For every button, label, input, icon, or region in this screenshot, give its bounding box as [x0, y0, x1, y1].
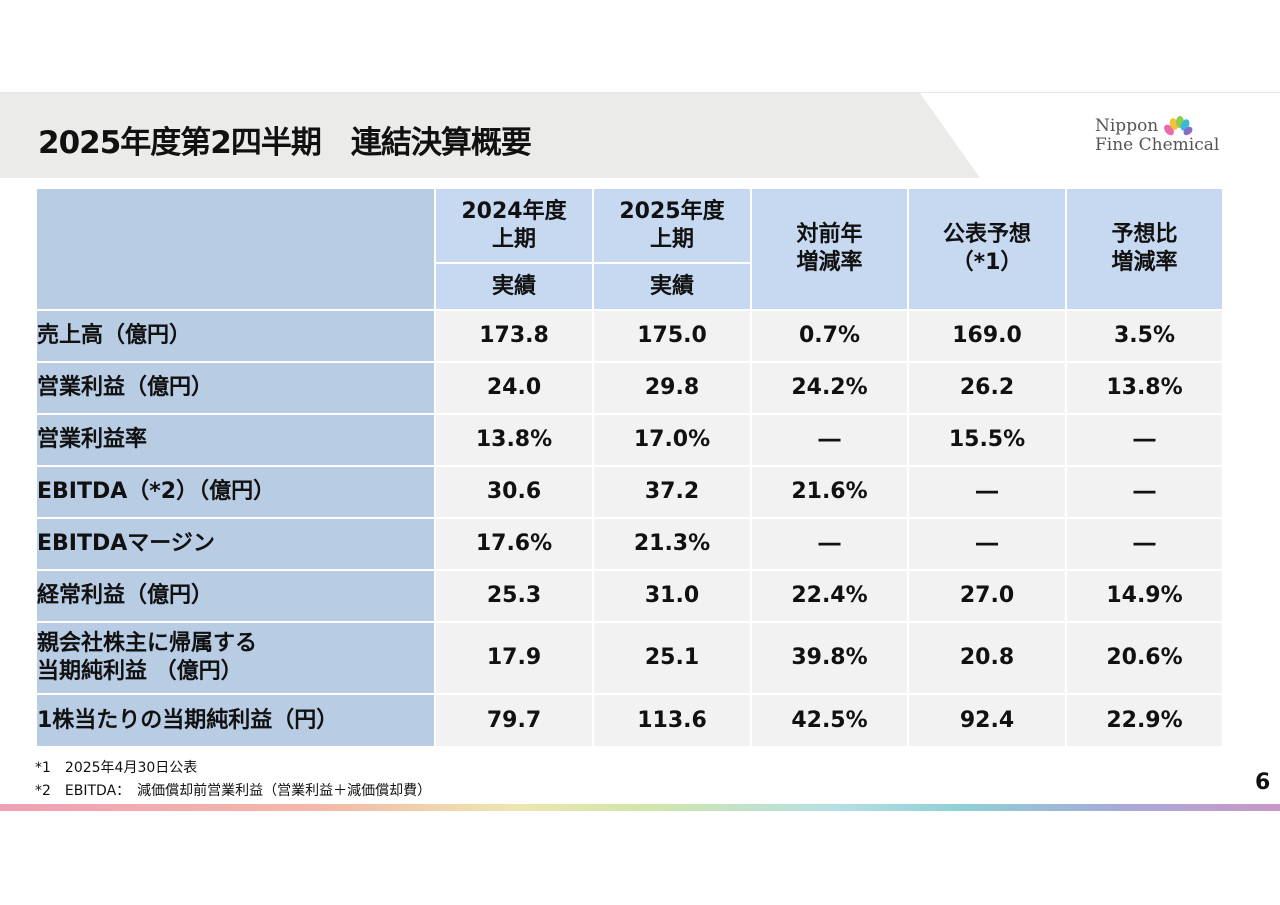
- table-cell: ―: [752, 519, 907, 569]
- table-cell: 30.6: [436, 467, 592, 517]
- row-label: EBITDAマージン: [37, 519, 434, 569]
- table-cell: 13.8%: [1067, 363, 1222, 413]
- table-cell: 113.6: [594, 695, 750, 746]
- table-cell: 79.7: [436, 695, 592, 746]
- summary-table: 2024年度 上期 実績 2025年度 上期 実績 対前年 増減率 公表予想 （*1） 予想…: [37, 189, 1222, 746]
- company-logo: Nippon Fine Chemical: [1095, 116, 1220, 155]
- table-cell: 24.2%: [752, 363, 907, 413]
- table-cell: 39.8%: [752, 623, 907, 693]
- table-cell: 24.0: [436, 363, 592, 413]
- table-cell: 25.1: [594, 623, 750, 693]
- title-bar: [0, 93, 980, 178]
- table-cell: 26.2: [909, 363, 1065, 413]
- row-label: 営業利益（億円）: [37, 363, 434, 413]
- row-label: 親会社株主に帰属する 当期純利益 （億円）: [37, 623, 434, 693]
- logo-mark-icon: [1164, 116, 1193, 136]
- table-cell: 29.8: [594, 363, 750, 413]
- row-label: 1株当たりの当期純利益（円）: [37, 695, 434, 746]
- table-cell: ―: [752, 415, 907, 465]
- column-header: 予想比 増減率: [1067, 189, 1222, 309]
- table-cell: 37.2: [594, 467, 750, 517]
- table-cell: 3.5%: [1067, 311, 1222, 361]
- column-subheader: 実績: [436, 264, 592, 309]
- table-cell: 15.5%: [909, 415, 1065, 465]
- table-cell: 17.0%: [594, 415, 750, 465]
- table-cell: 42.5%: [752, 695, 907, 746]
- row-label: 売上高（億円）: [37, 311, 434, 361]
- table-cell: 175.0: [594, 311, 750, 361]
- table-cell: 173.8: [436, 311, 592, 361]
- column-header: 対前年 増減率: [752, 189, 907, 309]
- table-cell: 169.0: [909, 311, 1065, 361]
- footer-gradient-bar: [0, 804, 1280, 811]
- row-label: 経常利益（億円）: [37, 571, 434, 621]
- row-label: EBITDA（*2）（億円）: [37, 467, 434, 517]
- column-header: 2025年度 上期: [594, 189, 750, 262]
- column-header: 公表予想 （*1）: [909, 189, 1065, 309]
- table-cell: 31.0: [594, 571, 750, 621]
- table-cell: 27.0: [909, 571, 1065, 621]
- table-cell: 92.4: [909, 695, 1065, 746]
- table-cell: 22.9%: [1067, 695, 1222, 746]
- table-cell: ―: [1067, 519, 1222, 569]
- table-cell: 20.8: [909, 623, 1065, 693]
- footnote-1: *1 2025年4月30日公表: [35, 760, 198, 776]
- footnote-2: *2 EBITDA： 減価償却前営業利益（営業利益＋減価償却費）: [35, 783, 432, 799]
- column-header: 2024年度 上期: [436, 189, 592, 262]
- header-corner-cell: [37, 189, 434, 309]
- table-cell: ―: [1067, 467, 1222, 517]
- row-label: 営業利益率: [37, 415, 434, 465]
- page-number: 6: [1255, 770, 1271, 795]
- table-cell: 22.4%: [752, 571, 907, 621]
- page-title: 2025年度第2四半期 連結決算概要: [38, 125, 532, 161]
- divider: [0, 92, 1280, 93]
- table-cell: ―: [1067, 415, 1222, 465]
- table-cell: 17.9: [436, 623, 592, 693]
- table-cell: ―: [909, 519, 1065, 569]
- table-cell: 0.7%: [752, 311, 907, 361]
- table-cell: 13.8%: [436, 415, 592, 465]
- table-cell: 21.3%: [594, 519, 750, 569]
- column-subheader: 実績: [594, 264, 750, 309]
- table-cell: 14.9%: [1067, 571, 1222, 621]
- table-cell: 20.6%: [1067, 623, 1222, 693]
- table-cell: 17.6%: [436, 519, 592, 569]
- table-cell: ―: [909, 467, 1065, 517]
- table-cell: 25.3: [436, 571, 592, 621]
- table-cell: 21.6%: [752, 467, 907, 517]
